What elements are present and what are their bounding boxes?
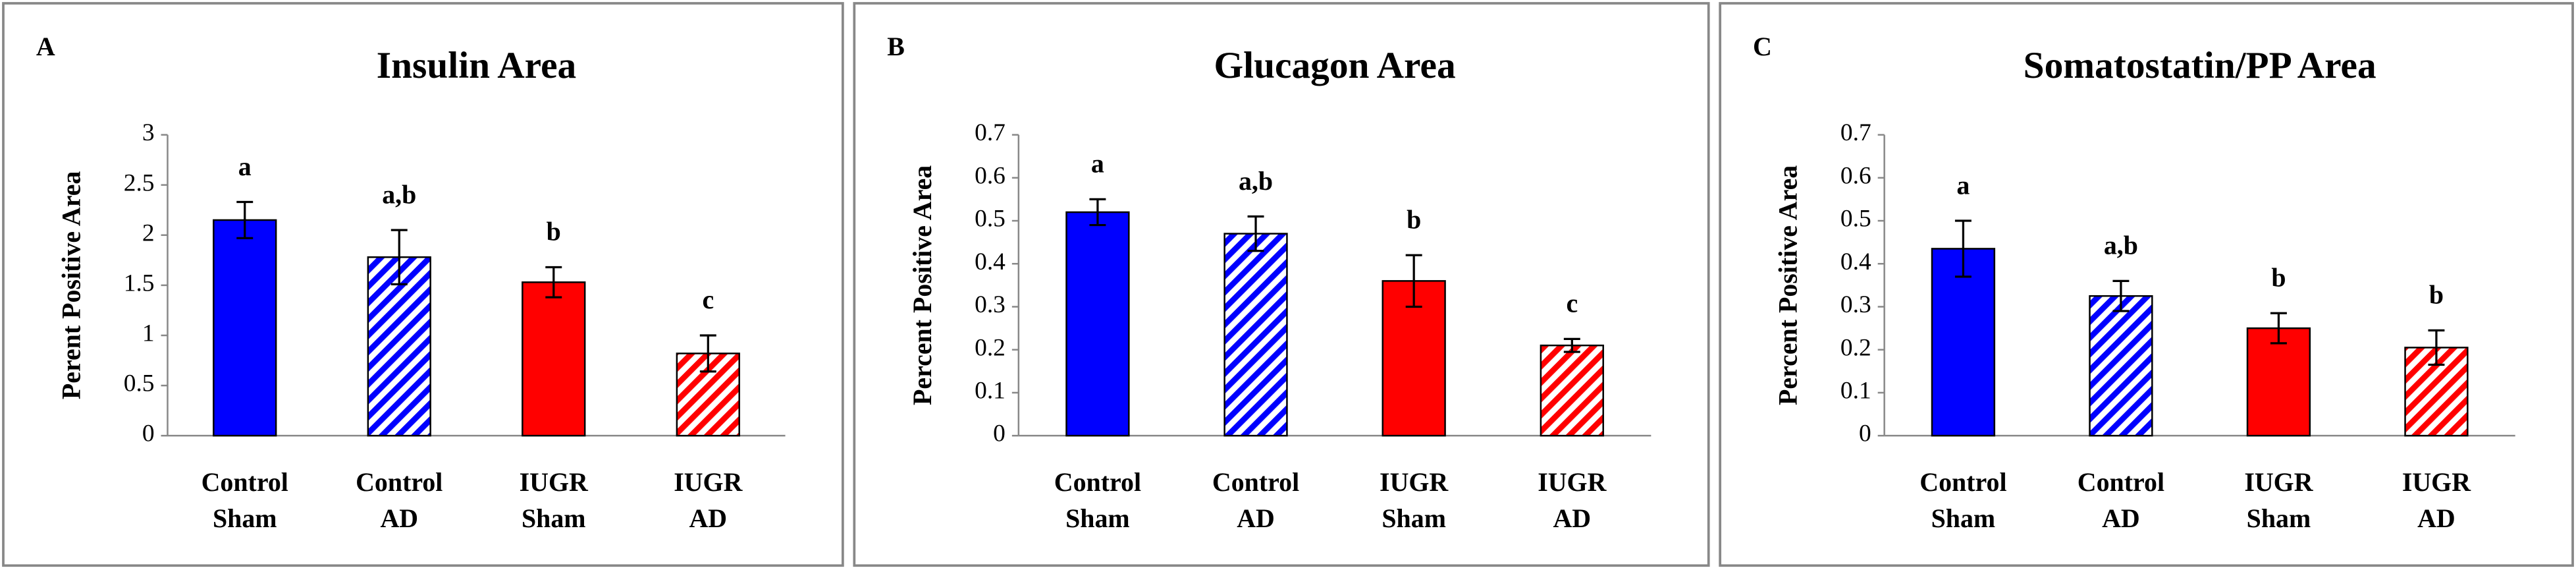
bar <box>367 256 431 437</box>
error-bar <box>545 266 562 299</box>
x-tick-label: IUGR AD <box>2402 467 2471 533</box>
x-tick-label: IUGR AD <box>1538 467 1607 533</box>
y-tick-label: 0.6 <box>975 162 1006 189</box>
y-tick-label: 0.2 <box>1840 334 1871 361</box>
y-tick-label: 1.5 <box>124 270 155 297</box>
y-axis-label: Percent Positive Area <box>1773 165 1803 405</box>
x-tick-label: IUGR AD <box>674 467 743 533</box>
x-tick-label: Control Sham <box>201 467 288 533</box>
error-bar <box>1405 254 1422 308</box>
panel-label: A <box>36 32 55 61</box>
bar <box>1540 344 1604 437</box>
error-bar <box>1247 215 1264 252</box>
bar <box>213 219 277 437</box>
significance-label: a,b <box>2104 231 2138 260</box>
y-tick-label: 0.7 <box>975 119 1006 146</box>
bar <box>1931 248 1996 437</box>
y-tick-label: 0.3 <box>1840 291 1871 318</box>
y-tick-label: 0 <box>1859 420 1871 447</box>
significance-label: a <box>238 152 252 181</box>
error-bar <box>1954 219 1972 278</box>
x-tick-label: IUGR Sham <box>1380 467 1449 533</box>
y-tick-label: 0.1 <box>975 378 1006 405</box>
chart-title: Glucagon Area <box>1214 45 1456 86</box>
significance-label: c <box>1566 289 1578 318</box>
y-tick-label: 0.1 <box>1840 378 1871 405</box>
significance-label: c <box>702 285 714 314</box>
x-tick-label: Control AD <box>2078 467 2164 533</box>
y-tick-label: 0.7 <box>1840 119 1871 146</box>
significance-label: b <box>2429 280 2444 310</box>
y-axis-label: Perent Positive Area <box>56 171 86 400</box>
y-tick-label: 1 <box>142 320 155 347</box>
bar <box>1065 211 1130 437</box>
panel-label: C <box>1753 32 1772 61</box>
error-bar <box>236 200 254 239</box>
significance-label: b <box>2271 263 2286 293</box>
error-bar <box>1563 337 1580 353</box>
y-tick-label: 0 <box>142 420 155 447</box>
significance-label: a,b <box>382 179 416 209</box>
y-tick-label: 0.5 <box>124 370 155 397</box>
y-tick-label: 0.5 <box>1840 206 1871 233</box>
significance-label: a,b <box>1239 166 1273 196</box>
panel-label: B <box>887 32 905 61</box>
panel-border <box>1719 2 2574 567</box>
y-tick-label: 3 <box>142 119 155 146</box>
error-bar <box>2112 279 2130 312</box>
y-tick-label: 0.4 <box>975 248 1006 275</box>
bar <box>522 281 586 437</box>
chart-title: Somatostatin/PP Area <box>2024 45 2376 86</box>
x-tick-label: IUGR Sham <box>520 467 589 533</box>
y-axis-label: Percent Positive Area <box>907 165 937 405</box>
x-tick-label: Control Sham <box>1054 467 1141 533</box>
error-bar <box>390 229 408 285</box>
y-tick-label: 0 <box>993 420 1006 447</box>
bar <box>1223 233 1288 437</box>
y-tick-label: 2 <box>142 219 155 246</box>
error-bar <box>699 334 716 373</box>
significance-label: a <box>1956 170 1970 200</box>
x-tick-label: Control Sham <box>1919 467 2006 533</box>
y-tick-label: 0.3 <box>975 291 1006 318</box>
bar <box>2089 295 2153 437</box>
y-tick-label: 0.6 <box>1840 162 1871 189</box>
x-tick-label: Control AD <box>1212 467 1299 533</box>
panel-border <box>853 2 1710 567</box>
error-bar <box>2270 312 2287 345</box>
chart-title: Insulin Area <box>377 45 576 86</box>
significance-label: b <box>547 217 561 246</box>
error-bar <box>1089 198 1106 227</box>
y-tick-label: 0.2 <box>975 334 1006 361</box>
bar <box>2246 327 2311 437</box>
significance-label: a <box>1091 149 1104 179</box>
y-tick-label: 0.5 <box>975 206 1006 233</box>
error-bar <box>2428 329 2445 366</box>
x-tick-label: Control AD <box>356 467 443 533</box>
significance-label: b <box>1407 204 1421 234</box>
panel-border <box>2 2 844 567</box>
y-tick-label: 0.4 <box>1840 248 1871 275</box>
x-tick-label: IUGR Sham <box>2244 467 2313 533</box>
y-tick-label: 2.5 <box>124 169 155 196</box>
